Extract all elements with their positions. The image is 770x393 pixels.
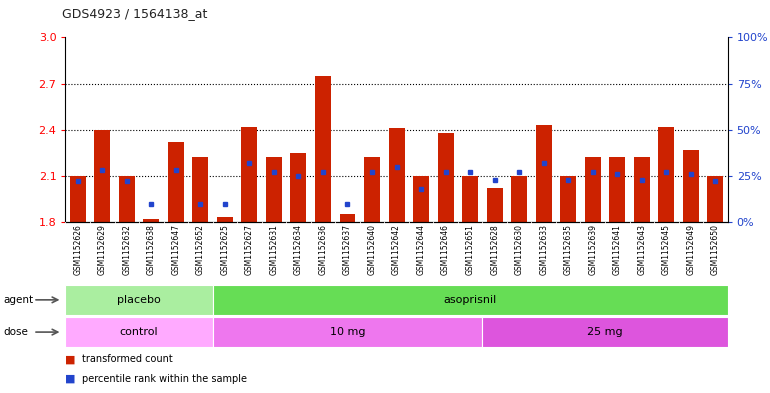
Text: GSM1152643: GSM1152643 [638,224,646,275]
Bar [290,153,306,222]
Bar [482,317,728,347]
Text: GSM1152630: GSM1152630 [514,224,524,275]
Text: GSM1152629: GSM1152629 [98,224,107,275]
Text: GSM1152635: GSM1152635 [564,224,573,275]
Bar [213,317,482,347]
Text: GSM1152631: GSM1152631 [270,224,279,275]
Text: asoprisnil: asoprisnil [444,295,497,305]
Bar [340,214,356,222]
Bar [511,176,527,222]
Text: GSM1152649: GSM1152649 [686,224,695,275]
Text: GSM1152627: GSM1152627 [245,224,254,275]
Bar [634,157,650,222]
Bar [168,142,184,222]
Text: GSM1152642: GSM1152642 [392,224,401,275]
Bar [584,157,601,222]
Text: GSM1152645: GSM1152645 [662,224,671,275]
Text: GSM1152652: GSM1152652 [196,224,205,275]
Bar [65,317,213,347]
Bar [658,127,675,222]
Text: GSM1152637: GSM1152637 [343,224,352,275]
Bar [561,176,576,222]
Text: GSM1152628: GSM1152628 [490,224,499,275]
Bar [413,176,429,222]
Text: percentile rank within the sample: percentile rank within the sample [82,374,247,384]
Text: GSM1152650: GSM1152650 [711,224,720,275]
Bar [266,157,282,222]
Text: 10 mg: 10 mg [330,327,365,337]
Bar [708,176,723,222]
Text: GSM1152634: GSM1152634 [294,224,303,275]
Bar [315,76,331,222]
Bar [487,188,503,222]
Text: GSM1152646: GSM1152646 [441,224,450,275]
Text: GSM1152639: GSM1152639 [588,224,598,275]
Bar [609,157,625,222]
Bar [462,176,478,222]
Text: control: control [119,327,159,337]
Text: GSM1152647: GSM1152647 [171,224,180,275]
Bar [143,219,159,222]
Text: GSM1152644: GSM1152644 [417,224,426,275]
Text: ■: ■ [65,354,76,364]
Bar [192,157,209,222]
Bar [65,285,213,315]
Text: GSM1152633: GSM1152633 [539,224,548,275]
Bar [389,128,404,222]
Text: dose: dose [4,327,28,337]
Bar [70,176,85,222]
Bar [437,133,454,222]
Text: agent: agent [4,295,34,305]
Bar [364,157,380,222]
Text: GSM1152636: GSM1152636 [319,224,327,275]
Bar [213,285,728,315]
Bar [94,130,110,222]
Text: GSM1152626: GSM1152626 [73,224,82,275]
Text: ■: ■ [65,374,76,384]
Text: GSM1152638: GSM1152638 [147,224,156,275]
Text: GDS4923 / 1564138_at: GDS4923 / 1564138_at [62,7,207,20]
Bar [683,150,699,222]
Text: GSM1152632: GSM1152632 [122,224,131,275]
Text: transformed count: transformed count [82,354,173,364]
Bar [217,217,233,222]
Text: 25 mg: 25 mg [588,327,623,337]
Bar [119,176,135,222]
Bar [536,125,551,222]
Bar [242,127,257,222]
Text: GSM1152625: GSM1152625 [220,224,229,275]
Text: GSM1152640: GSM1152640 [367,224,377,275]
Text: GSM1152641: GSM1152641 [613,224,622,275]
Text: placebo: placebo [117,295,161,305]
Text: GSM1152651: GSM1152651 [466,224,474,275]
